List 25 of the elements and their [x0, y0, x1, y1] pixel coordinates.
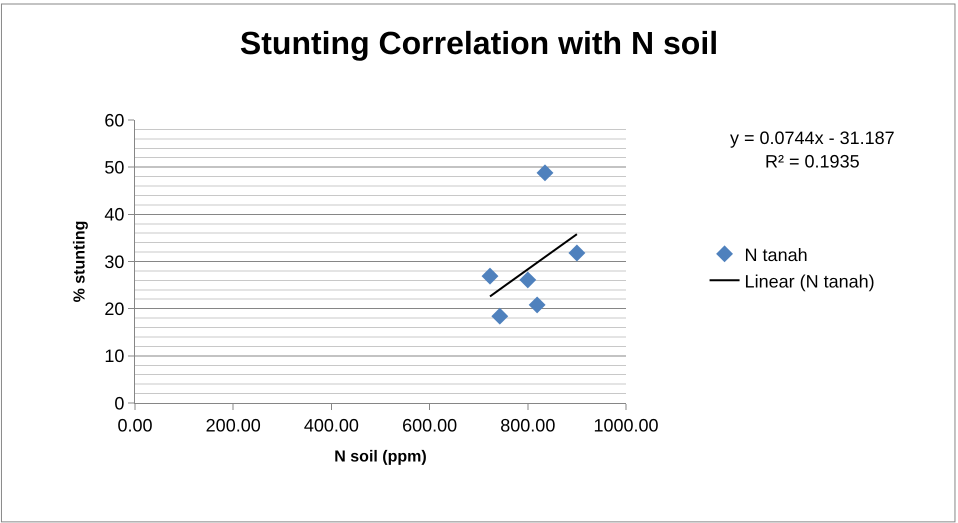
y-tick-label: 0	[114, 393, 124, 414]
y-tick-label: 10	[104, 346, 124, 366]
legend-label: Linear (N tanah)	[744, 271, 875, 292]
x-axis-title: N soil (ppm)	[334, 448, 427, 466]
y-tick-label: 20	[104, 298, 124, 319]
y-tick-label: 40	[104, 204, 124, 225]
point	[528, 296, 546, 314]
x-tick-label: 200.00	[206, 416, 261, 436]
legend-label: N tanah	[744, 244, 808, 265]
point	[536, 164, 554, 182]
x-tick-label: 800.00	[500, 416, 556, 436]
point	[568, 244, 586, 262]
x-tick-label: 600.00	[402, 416, 458, 436]
y-tick-label: 50	[104, 157, 124, 178]
y-tick-label: 60	[104, 110, 124, 130]
chart-title: Stunting Correlation with N soil	[240, 24, 718, 61]
point	[482, 268, 498, 285]
point	[519, 271, 536, 288]
x-tick-label: 1000.00	[593, 416, 659, 436]
point	[491, 308, 508, 325]
y-tick-label: 30	[104, 252, 124, 272]
text: y = 0.0744x - 31.187 R² = 0.1935	[730, 128, 895, 172]
x-tick-label: 0.00	[117, 416, 153, 436]
y-axis-title: % stunting	[71, 220, 88, 302]
x-tick-label: 400.00	[304, 416, 359, 436]
